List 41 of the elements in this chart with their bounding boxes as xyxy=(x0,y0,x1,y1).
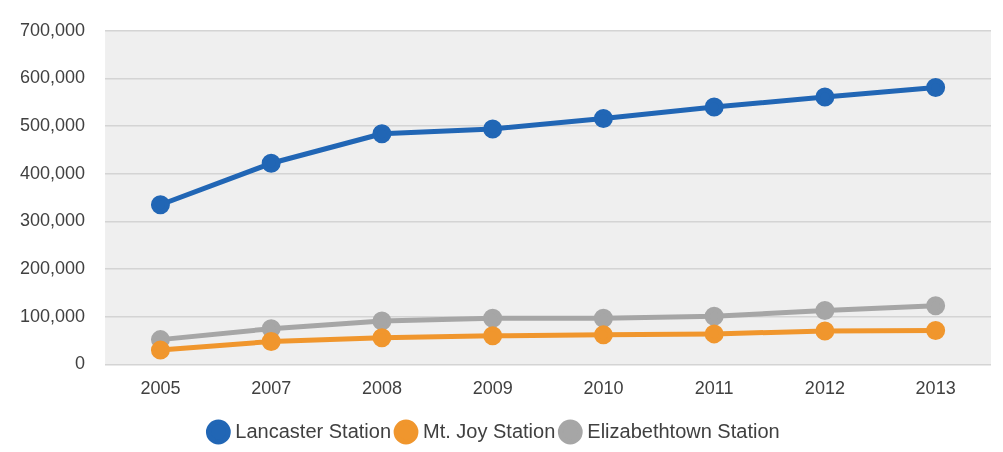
y-tick-label: 600,000 xyxy=(19,67,86,88)
x-tick-label: 2007 xyxy=(251,378,292,399)
x-tick-label: 2012 xyxy=(804,378,845,399)
point xyxy=(483,119,503,139)
point xyxy=(926,321,946,341)
y-tick-label: 200,000 xyxy=(19,258,86,279)
x-tick-label: 2011 xyxy=(694,378,734,399)
x-tick-label: 2010 xyxy=(583,378,624,399)
point xyxy=(815,87,835,107)
y-tick-label: 400,000 xyxy=(19,162,86,183)
point xyxy=(593,325,613,345)
point xyxy=(483,308,503,328)
x-tick-label: 2009 xyxy=(472,378,513,399)
legend-label: Lancaster Station xyxy=(235,419,392,442)
point xyxy=(704,306,724,326)
point xyxy=(261,153,281,173)
x-tick-label: 2008 xyxy=(361,378,402,399)
point xyxy=(926,296,946,316)
point xyxy=(815,301,835,321)
y-tick-label: 100,000 xyxy=(19,305,86,326)
y-tick-label: 500,000 xyxy=(19,115,86,136)
point xyxy=(704,324,724,344)
point xyxy=(150,195,170,215)
point xyxy=(926,78,946,98)
point xyxy=(815,321,835,341)
point xyxy=(704,97,724,117)
point xyxy=(483,326,503,346)
legend-label: Mt. Joy Station xyxy=(423,419,556,442)
x-tick-label: 2005 xyxy=(140,378,181,399)
y-tick-label: 700,000 xyxy=(19,19,86,40)
y-tick-label: 300,000 xyxy=(19,210,86,231)
point xyxy=(372,311,392,331)
legend-label: Elizabethtown Station xyxy=(587,419,780,442)
point xyxy=(593,108,613,128)
x-tick-label: 2013 xyxy=(915,378,956,399)
y-tick-label: 0 xyxy=(75,353,86,374)
point xyxy=(150,340,170,360)
point xyxy=(372,328,392,348)
point xyxy=(372,124,392,144)
point xyxy=(593,308,613,328)
point xyxy=(261,332,281,352)
